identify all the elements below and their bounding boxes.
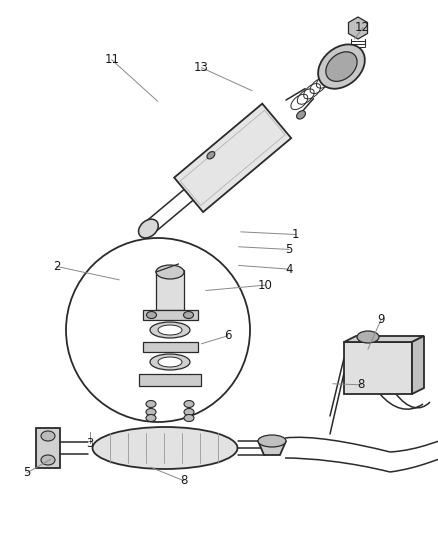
- Text: 13: 13: [194, 61, 209, 74]
- Text: 12: 12: [355, 21, 370, 34]
- Polygon shape: [258, 441, 286, 455]
- Text: 9: 9: [377, 313, 385, 326]
- Ellipse shape: [318, 44, 365, 88]
- Ellipse shape: [184, 408, 194, 416]
- Text: 1: 1: [292, 228, 300, 241]
- Polygon shape: [344, 336, 424, 342]
- Bar: [156, 270, 184, 310]
- Ellipse shape: [138, 219, 158, 238]
- Ellipse shape: [184, 415, 194, 422]
- Ellipse shape: [146, 311, 156, 319]
- Ellipse shape: [184, 400, 194, 408]
- Text: 5: 5: [286, 243, 293, 256]
- Ellipse shape: [297, 111, 305, 119]
- Ellipse shape: [41, 455, 55, 465]
- Ellipse shape: [41, 431, 55, 441]
- Text: 2: 2: [53, 260, 61, 273]
- Text: 11: 11: [104, 53, 119, 66]
- Polygon shape: [412, 336, 424, 394]
- Ellipse shape: [326, 52, 357, 82]
- Bar: [139, 374, 201, 386]
- Circle shape: [66, 238, 250, 422]
- Ellipse shape: [357, 331, 379, 343]
- Text: 4: 4: [285, 263, 293, 276]
- Ellipse shape: [158, 325, 182, 335]
- Text: 10: 10: [258, 279, 272, 292]
- Bar: [142, 342, 198, 352]
- Bar: [344, 342, 412, 394]
- Bar: [36, 428, 60, 468]
- Polygon shape: [174, 103, 291, 212]
- Ellipse shape: [184, 311, 194, 319]
- Text: 8: 8: [358, 378, 365, 391]
- Ellipse shape: [258, 435, 286, 447]
- Ellipse shape: [146, 415, 156, 422]
- Text: 6: 6: [224, 329, 232, 342]
- Bar: [142, 310, 198, 320]
- Polygon shape: [349, 17, 367, 39]
- Ellipse shape: [156, 265, 184, 279]
- Ellipse shape: [158, 357, 182, 367]
- Ellipse shape: [146, 408, 156, 416]
- Ellipse shape: [150, 354, 190, 370]
- Ellipse shape: [146, 400, 156, 408]
- Ellipse shape: [207, 151, 215, 159]
- Text: 8: 8: [180, 474, 187, 487]
- Text: 3: 3: [86, 437, 93, 450]
- Ellipse shape: [150, 322, 190, 338]
- Text: 5: 5: [24, 466, 31, 479]
- Ellipse shape: [92, 427, 237, 469]
